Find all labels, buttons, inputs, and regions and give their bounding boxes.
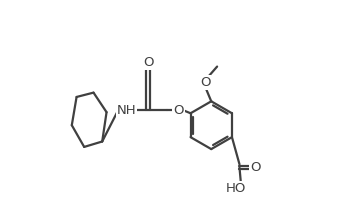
Text: O: O — [251, 161, 261, 174]
Text: HO: HO — [226, 182, 246, 195]
Text: O: O — [173, 103, 184, 117]
Text: O: O — [143, 56, 154, 69]
Text: O: O — [200, 76, 210, 89]
Text: NH: NH — [117, 103, 136, 117]
